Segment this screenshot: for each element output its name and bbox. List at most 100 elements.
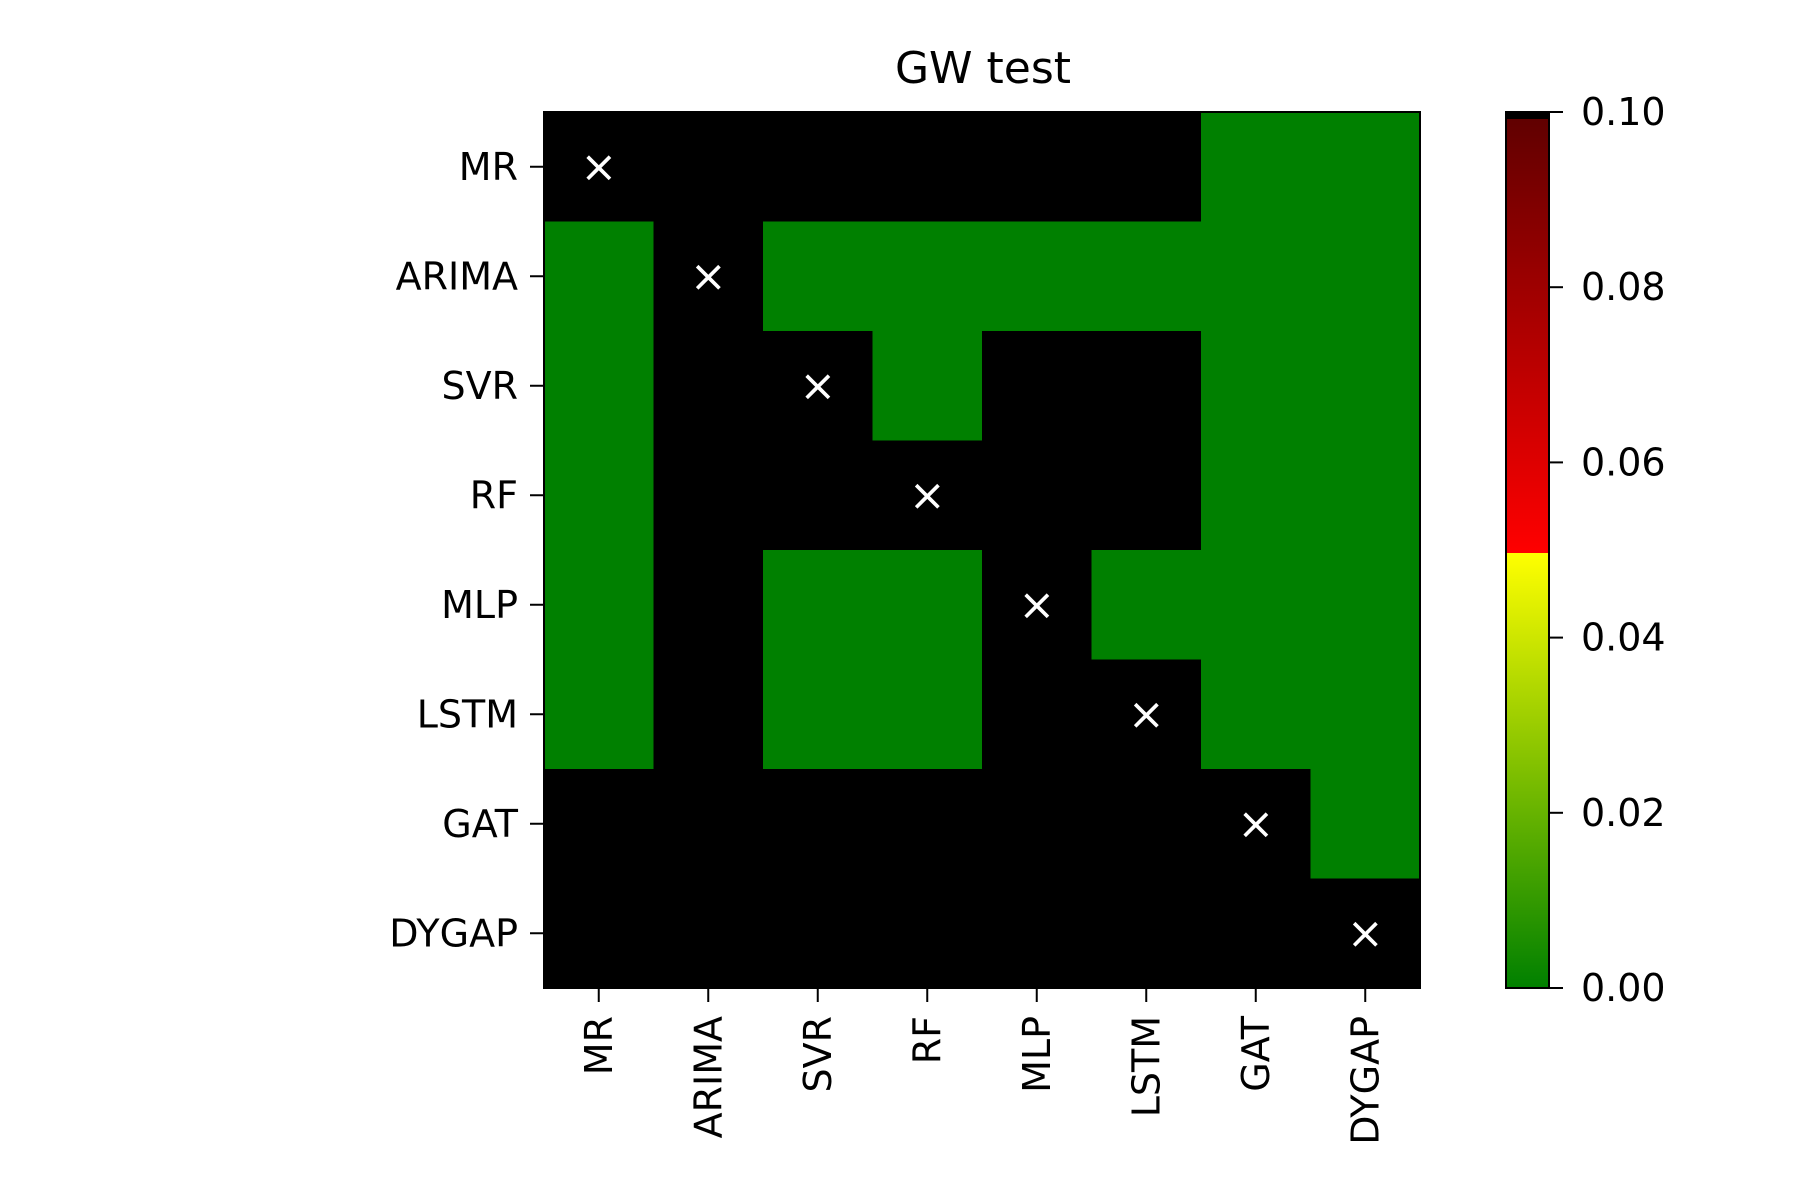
diagonal-marker-svr: × bbox=[799, 360, 836, 411]
heatmap-cell-gat-gat bbox=[1201, 769, 1312, 880]
diagonal-marker-arima: × bbox=[690, 251, 727, 302]
heatmap-cell-gat-arima bbox=[653, 769, 764, 880]
heatmap-cell-lstm-lstm bbox=[1091, 659, 1202, 770]
heatmap-cell-mlp-mr bbox=[544, 550, 655, 661]
heatmap-cell-rf-lstm bbox=[1091, 440, 1202, 551]
heatmap-cells bbox=[544, 112, 1421, 989]
heatmap-cell-lstm-gat bbox=[1201, 659, 1312, 770]
heatmap-cell-arima-lstm bbox=[1091, 221, 1202, 332]
colorbar-tick-label-4: 0.08 bbox=[1581, 265, 1666, 309]
heatmap-cell-dygap-gat bbox=[1201, 878, 1312, 989]
heatmap-cell-mr-rf bbox=[872, 112, 983, 223]
heatmap-cell-rf-rf bbox=[872, 440, 983, 551]
colorbar-gradient bbox=[1506, 118, 1549, 988]
heatmap-cell-gat-svr bbox=[763, 769, 874, 880]
heatmap-cell-arima-svr bbox=[763, 221, 874, 332]
heatmap-cell-mr-mlp bbox=[982, 112, 1093, 223]
y-axis: MR ARIMA SVR RF MLP LSTM GAT DYGAP bbox=[389, 145, 544, 955]
heatmap-cell-mlp-mlp bbox=[982, 550, 1093, 661]
heatmap-cell-lstm-mr bbox=[544, 659, 655, 770]
y-tick-label-mlp: MLP bbox=[441, 583, 518, 627]
heatmap-cell-mlp-svr bbox=[763, 550, 874, 661]
x-axis: MR ARIMA SVR RF MLP LSTM GAT DYGAP bbox=[577, 988, 1387, 1145]
heatmap-cell-gat-mlp bbox=[982, 769, 1093, 880]
heatmap-cell-gat-mr bbox=[544, 769, 655, 880]
diagonal-marker-lstm: × bbox=[1128, 689, 1165, 740]
heatmap-cell-svr-arima bbox=[653, 331, 764, 442]
diagonal-marker-mlp: × bbox=[1018, 579, 1055, 630]
diagonal-markers: × × × × × × × × bbox=[580, 141, 1383, 959]
heatmap-cell-rf-mr bbox=[544, 440, 655, 551]
heatmap-cell-dygap-dygap bbox=[1310, 878, 1421, 989]
x-tick-label-lstm: LSTM bbox=[1124, 1016, 1168, 1117]
heatmap-cell-svr-svr bbox=[763, 331, 874, 442]
heatmap-cell-arima-mr bbox=[544, 221, 655, 332]
heatmap-cell-lstm-mlp bbox=[982, 659, 1093, 770]
x-tick-label-gat: GAT bbox=[1234, 1015, 1278, 1091]
heatmap-cell-dygap-svr bbox=[763, 878, 874, 989]
heatmap-cell-svr-dygap bbox=[1310, 331, 1421, 442]
heatmap-cell-rf-arima bbox=[653, 440, 764, 551]
heatmap-cell-mlp-gat bbox=[1201, 550, 1312, 661]
colorbar-tick-label-2: 0.04 bbox=[1581, 616, 1666, 660]
colorbar-tick-label-1: 0.02 bbox=[1581, 791, 1666, 835]
plot-frame bbox=[543, 111, 1421, 989]
heatmap-cell-gat-dygap bbox=[1310, 769, 1421, 880]
diagonal-marker-rf: × bbox=[909, 470, 946, 521]
heatmap-cell-svr-mlp bbox=[982, 331, 1093, 442]
heatmap-cell-svr-rf bbox=[872, 331, 983, 442]
colorbar-frame bbox=[1505, 111, 1550, 989]
heatmap-cell-arima-mlp bbox=[982, 221, 1093, 332]
heatmap-cell-svr-gat bbox=[1201, 331, 1312, 442]
heatmap-cell-rf-dygap bbox=[1310, 440, 1421, 551]
heatmap-cell-mlp-dygap bbox=[1310, 550, 1421, 661]
heatmap-cell-rf-svr bbox=[763, 440, 874, 551]
colorbar: 0.00 0.02 0.04 0.06 0.08 0.10 bbox=[1505, 90, 1666, 1010]
heatmap-cell-mr-mr bbox=[544, 112, 655, 223]
heatmap-cell-rf-mlp bbox=[982, 440, 1093, 551]
heatmap-cell-gat-lstm bbox=[1091, 769, 1202, 880]
heatmap-cell-gat-rf bbox=[872, 769, 983, 880]
heatmap-cell-lstm-arima bbox=[653, 659, 764, 770]
x-tick-label-svr: SVR bbox=[796, 1016, 840, 1093]
y-tick-label-arima: ARIMA bbox=[396, 254, 518, 298]
diagonal-marker-gat: × bbox=[1237, 798, 1274, 849]
heatmap-cell-dygap-lstm bbox=[1091, 878, 1202, 989]
heatmap-cell-lstm-svr bbox=[763, 659, 874, 770]
heatmap-cell-mr-dygap bbox=[1310, 112, 1421, 223]
y-tick-label-gat: GAT bbox=[442, 802, 518, 846]
diagonal-marker-mr: × bbox=[580, 141, 617, 192]
colorbar-ticks: 0.00 0.02 0.04 0.06 0.08 0.10 bbox=[1549, 90, 1666, 1010]
chart-title: GW test bbox=[895, 43, 1071, 94]
heatmap-cell-dygap-mr bbox=[544, 878, 655, 989]
heatmap-cell-svr-mr bbox=[544, 331, 655, 442]
heatmap-cell-mlp-lstm bbox=[1091, 550, 1202, 661]
heatmap-cell-mr-lstm bbox=[1091, 112, 1202, 223]
colorbar-tick-label-5: 0.10 bbox=[1581, 90, 1666, 134]
heatmap-cell-arima-arima bbox=[653, 221, 764, 332]
x-tick-label-mr: MR bbox=[577, 1016, 621, 1075]
y-tick-label-lstm: LSTM bbox=[417, 692, 518, 736]
heatmap-cell-arima-dygap bbox=[1310, 221, 1421, 332]
heatmap-cell-dygap-rf bbox=[872, 878, 983, 989]
heatmap-cell-mlp-rf bbox=[872, 550, 983, 661]
x-tick-label-rf: RF bbox=[905, 1016, 949, 1064]
heatmap-cell-arima-rf bbox=[872, 221, 983, 332]
x-tick-label-mlp: MLP bbox=[1015, 1016, 1059, 1093]
heatmap-cell-mr-gat bbox=[1201, 112, 1312, 223]
heatmap-cell-arima-gat bbox=[1201, 221, 1312, 332]
heatmap-cell-lstm-dygap bbox=[1310, 659, 1421, 770]
heatmap-cell-mlp-arima bbox=[653, 550, 764, 661]
heatmap-cell-rf-gat bbox=[1201, 440, 1312, 551]
y-tick-label-mr: MR bbox=[459, 145, 518, 189]
heatmap-cell-svr-lstm bbox=[1091, 331, 1202, 442]
y-tick-label-dygap: DYGAP bbox=[389, 911, 518, 955]
diagonal-marker-dygap: × bbox=[1347, 908, 1384, 959]
x-tick-label-arima: ARIMA bbox=[686, 1016, 730, 1138]
heatmap-cell-mr-svr bbox=[763, 112, 874, 223]
colorbar-over-extension bbox=[1506, 112, 1549, 119]
heatmap-cell-dygap-mlp bbox=[982, 878, 1093, 989]
x-tick-label-dygap: DYGAP bbox=[1343, 1016, 1387, 1145]
colorbar-tick-label-0: 0.00 bbox=[1581, 966, 1666, 1010]
